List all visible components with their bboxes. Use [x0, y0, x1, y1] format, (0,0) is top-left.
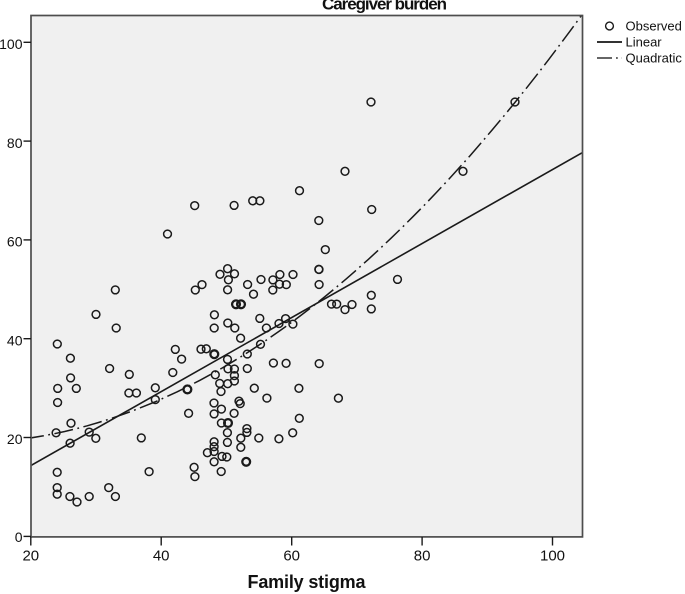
- svg-text:80: 80: [414, 548, 431, 565]
- svg-text:Quadratic: Quadratic: [626, 51, 683, 66]
- svg-text:60: 60: [7, 234, 23, 250]
- svg-text:100: 100: [540, 548, 565, 565]
- svg-text:40: 40: [153, 548, 170, 565]
- svg-text:40: 40: [7, 332, 23, 348]
- svg-text:20: 20: [22, 548, 39, 565]
- svg-text:0: 0: [15, 529, 23, 545]
- svg-text:Observed: Observed: [626, 19, 682, 34]
- svg-text:Caregiver burden: Caregiver burden: [322, 0, 447, 14]
- svg-text:Family stigma: Family stigma: [248, 572, 367, 592]
- svg-text:20: 20: [7, 431, 23, 447]
- svg-text:60: 60: [283, 548, 300, 565]
- svg-text:100: 100: [0, 36, 23, 52]
- svg-text:80: 80: [7, 135, 23, 151]
- svg-text:Linear: Linear: [626, 35, 663, 50]
